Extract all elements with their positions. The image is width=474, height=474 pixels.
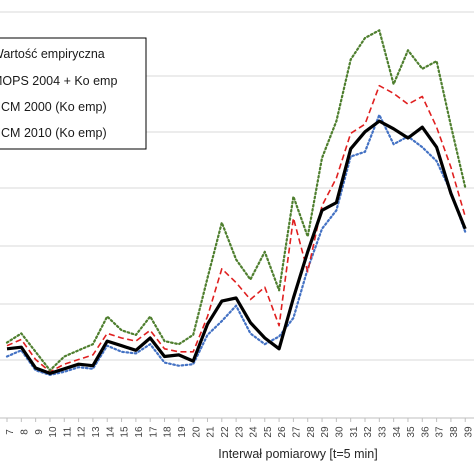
x-axis: 7 8 9 10 11 12 13 14 15 16 17 18 19 20 21 22 23 24 25 26 27 2… — [0, 417, 474, 438]
x-tick-label: 35 — [406, 426, 417, 438]
x-tick-label: 21 — [206, 426, 217, 438]
legend: Wartość empiryczna MOPS 2004 + Ko emp HCM … — [0, 37, 147, 150]
series-line-0 — [6, 119, 467, 375]
x-tick-label: 26 — [277, 426, 288, 438]
x-tick-label: 38 — [449, 426, 460, 438]
x-tick-label: 22 — [220, 426, 231, 438]
x-tick-label: 19 — [177, 426, 188, 438]
series-line-1 — [5, 113, 467, 376]
x-tick-label: 25 — [263, 426, 274, 438]
x-tick-label: 28 — [306, 426, 317, 438]
x-tick-label: 20 — [191, 426, 202, 438]
series-line-3 — [5, 29, 467, 372]
x-tick-label: 23 — [234, 426, 245, 438]
x-tick-label: 36 — [420, 426, 431, 438]
legend-entry: MOPS 2004 + Ko emp — [0, 74, 117, 88]
x-tick-label: 30 — [335, 426, 346, 438]
x-axis-title: Interwał pomiarowy [t=5 min] — [218, 447, 377, 461]
series-lines — [5, 29, 467, 376]
x-tick-label: 32 — [363, 426, 374, 438]
x-tick-label: 18 — [163, 426, 174, 438]
series-line-2 — [6, 84, 466, 373]
legend-entry: HCM 2000 (Ko emp) — [0, 100, 107, 114]
x-tick-label: 12 — [77, 426, 88, 438]
legend-box — [0, 37, 147, 150]
x-tick-label: 11 — [62, 426, 73, 437]
x-tick-label: 39 — [463, 426, 474, 438]
x-tick-label: 37 — [435, 426, 446, 438]
x-tick-label: 13 — [91, 426, 102, 438]
x-tick-label: 8 — [19, 429, 30, 435]
x-tick-label: 31 — [349, 426, 360, 438]
x-tick-label: 10 — [48, 426, 59, 438]
x-tick-label: 15 — [120, 426, 131, 438]
legend-entry: HCM 2010 (Ko emp) — [0, 126, 107, 140]
x-tick-label: 29 — [320, 426, 331, 438]
x-tick-label: 17 — [148, 426, 159, 438]
x-tick-label: 24 — [249, 426, 260, 438]
x-tick-label: 14 — [105, 426, 116, 438]
x-tick-label: 33 — [377, 426, 388, 438]
x-tick-label: 7 — [5, 429, 16, 435]
x-tick-label: 16 — [134, 426, 145, 438]
x-tick-label: 9 — [34, 429, 45, 435]
legend-entry: Wartość empiryczna — [0, 47, 105, 61]
x-tick-label: 34 — [392, 426, 403, 438]
x-tick-label: 27 — [292, 426, 303, 438]
